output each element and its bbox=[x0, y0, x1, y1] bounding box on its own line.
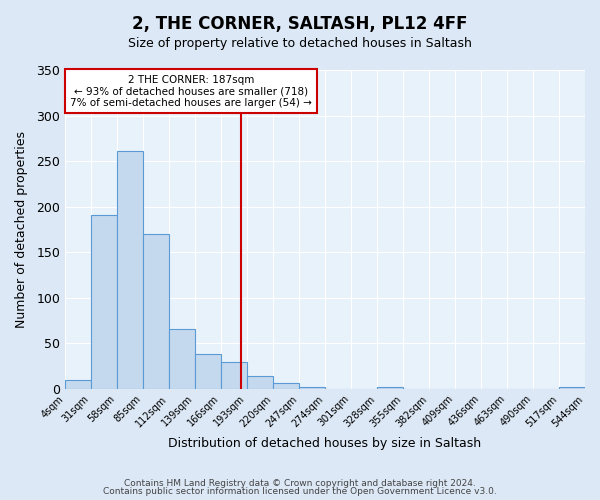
Bar bbox=[195, 354, 221, 389]
Bar bbox=[65, 380, 91, 389]
Bar bbox=[169, 329, 195, 389]
Text: Contains HM Land Registry data © Crown copyright and database right 2024.: Contains HM Land Registry data © Crown c… bbox=[124, 478, 476, 488]
Bar bbox=[299, 387, 325, 389]
Bar bbox=[559, 387, 585, 389]
Text: 2 THE CORNER: 187sqm
← 93% of detached houses are smaller (718)
7% of semi-detac: 2 THE CORNER: 187sqm ← 93% of detached h… bbox=[70, 74, 312, 108]
Bar bbox=[273, 384, 299, 389]
Bar bbox=[91, 215, 117, 389]
Text: Size of property relative to detached houses in Saltash: Size of property relative to detached ho… bbox=[128, 38, 472, 51]
Bar bbox=[221, 362, 247, 389]
X-axis label: Distribution of detached houses by size in Saltash: Distribution of detached houses by size … bbox=[169, 437, 482, 450]
Bar bbox=[247, 376, 273, 389]
Y-axis label: Number of detached properties: Number of detached properties bbox=[15, 131, 28, 328]
Text: Contains public sector information licensed under the Open Government Licence v3: Contains public sector information licen… bbox=[103, 487, 497, 496]
Text: 2, THE CORNER, SALTASH, PL12 4FF: 2, THE CORNER, SALTASH, PL12 4FF bbox=[132, 15, 468, 33]
Bar bbox=[143, 234, 169, 389]
Bar bbox=[377, 387, 403, 389]
Bar bbox=[117, 151, 143, 389]
